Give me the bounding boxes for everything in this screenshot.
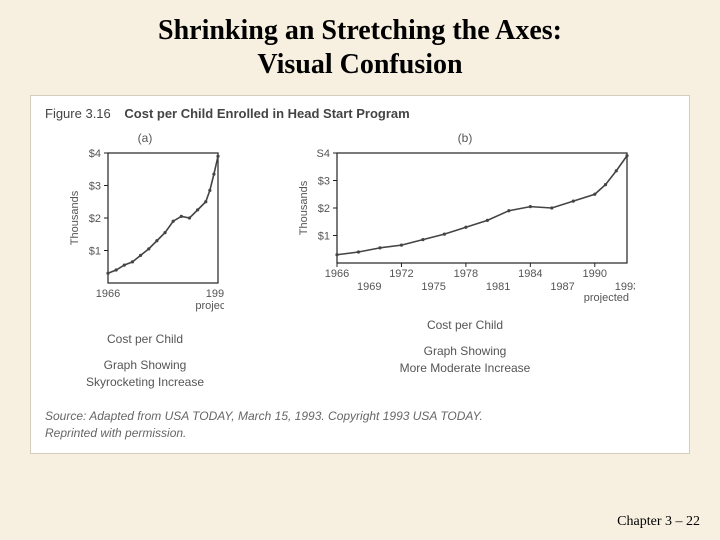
- svg-text:1984: 1984: [518, 268, 542, 280]
- page-footer: Chapter 3 – 22: [617, 514, 700, 530]
- chart-b-caption-2: Graph Showing More Moderate Increase: [400, 343, 531, 375]
- chart-a-caption-2: Graph Showing Skyrocketing Increase: [86, 357, 204, 389]
- title-line-1: Shrinking an Stretching the Axes:: [158, 15, 562, 46]
- svg-text:1987: 1987: [550, 281, 574, 293]
- svg-text:projected: projected: [584, 292, 629, 303]
- chart-b-label: (b): [458, 131, 473, 145]
- figure-number: Figure 3.16: [45, 106, 111, 121]
- figure-source: Source: Adapted from USA TODAY, March 15…: [45, 408, 675, 442]
- chart-a-block: (a) $1 $2 $3 $4 Thousands 1966 1993projected C…: [45, 131, 245, 390]
- chart-b-caption-1: Cost per Child: [400, 317, 531, 333]
- chart-b: $1 $2 $3 S4 Thousands 1966 1972 1978 1984 1990 196…: [295, 147, 635, 303]
- svg-text:1966: 1966: [325, 268, 349, 280]
- figure-panel: Figure 3.16 Cost per Child Enrolled in H…: [30, 95, 690, 454]
- svg-text:$2: $2: [89, 213, 101, 225]
- svg-text:Thousands: Thousands: [298, 180, 310, 235]
- svg-text:1969: 1969: [357, 281, 381, 293]
- svg-text:1966: 1966: [96, 288, 120, 300]
- svg-text:$3: $3: [89, 181, 101, 193]
- figure-title: Cost per Child Enrolled in Head Start Pr…: [124, 106, 409, 121]
- svg-text:1972: 1972: [389, 268, 413, 280]
- svg-text:$1: $1: [318, 231, 330, 243]
- svg-text:$1: $1: [89, 246, 101, 258]
- svg-text:1975: 1975: [421, 281, 445, 293]
- chart-a: $1 $2 $3 $4 Thousands 1966 1993projected: [66, 147, 224, 317]
- svg-text:$4: $4: [89, 148, 101, 160]
- title-line-2: Visual Confusion: [257, 49, 462, 80]
- chart-b-captions: Cost per Child Graph Showing More Modera…: [400, 317, 531, 376]
- source-line-1: Source: Adapted from USA TODAY, March 15…: [45, 409, 483, 423]
- chart-a-caption-1: Cost per Child: [86, 331, 204, 347]
- svg-text:$3: $3: [318, 176, 330, 188]
- chart-b-block: (b) $1 $2 $3 S4 Thousands 1966 1972 1978 1984 199…: [255, 131, 675, 376]
- svg-text:1981: 1981: [486, 281, 510, 293]
- chart-a-captions: Cost per Child Graph Showing Skyrocketin…: [86, 331, 204, 390]
- chart-a-label: (a): [138, 131, 153, 145]
- svg-text:1978: 1978: [454, 268, 478, 280]
- svg-text:projected: projected: [195, 300, 224, 312]
- figure-header: Figure 3.16 Cost per Child Enrolled in H…: [45, 106, 675, 121]
- svg-text:Thousands: Thousands: [69, 190, 81, 245]
- svg-text:1993: 1993: [206, 288, 224, 300]
- svg-text:$2: $2: [318, 203, 330, 215]
- svg-text:1990: 1990: [583, 268, 607, 280]
- svg-text:S4: S4: [317, 148, 330, 160]
- source-line-2: Reprinted with permission.: [45, 426, 186, 440]
- charts-row: (a) $1$2$3$4Thousands19661993projected C…: [45, 131, 675, 390]
- slide-title: Shrinking an Stretching the Axes: Visual…: [0, 0, 720, 87]
